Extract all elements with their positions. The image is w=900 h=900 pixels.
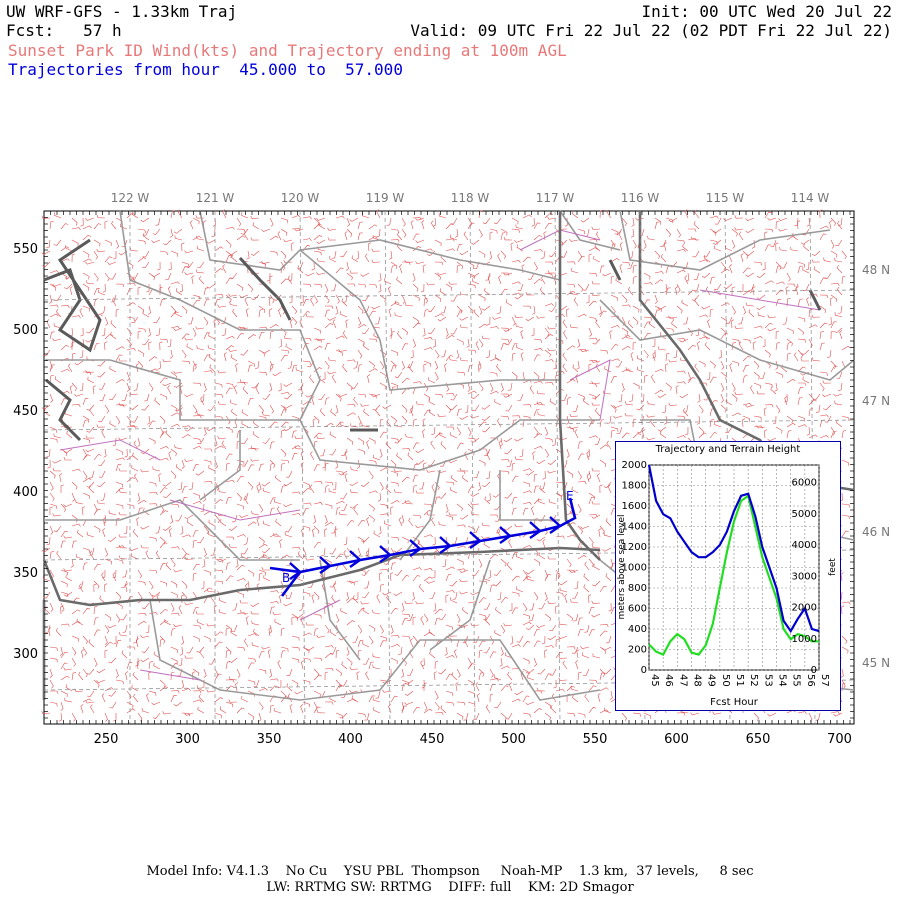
inset-x-tick-label: 51 bbox=[734, 674, 745, 687]
longitude-label: 120 W bbox=[281, 191, 320, 205]
inset-y-tick-label-left: 0 bbox=[641, 665, 647, 676]
trajectory-arrowhead bbox=[499, 526, 512, 544]
frame-ticks bbox=[43, 210, 854, 724]
longitude-label: 121 W bbox=[196, 191, 235, 205]
trajectory-arrowhead bbox=[469, 531, 482, 549]
trajectory-start-label: B bbox=[282, 571, 290, 585]
map-x-tick-label: 400 bbox=[338, 732, 363, 747]
map-x-tick-label: 250 bbox=[94, 732, 119, 747]
trajectory-end-label: E bbox=[566, 489, 574, 503]
inset-y-tick-label-left: 2000 bbox=[622, 460, 647, 471]
map-axis-labels: 250 300 350 400 450 500 550 600 650 7005505004504… bbox=[13, 191, 890, 747]
latitude-label: 45 N bbox=[862, 656, 890, 670]
map-x-tick-label: 700 bbox=[827, 732, 852, 747]
trajectory-arrowhead bbox=[529, 521, 542, 539]
map-y-tick-label: 500 bbox=[13, 323, 38, 338]
trajectory-arrowhead bbox=[549, 516, 562, 534]
inset-x-tick-label: 45 bbox=[649, 674, 660, 687]
trajectory-range: Trajectories from hour 45.000 to 57.000 bbox=[8, 60, 403, 79]
map-y-tick-label: 300 bbox=[13, 647, 38, 662]
inset-ylabel-left: meters above sea level bbox=[617, 514, 627, 619]
inset-x-tick-label: 53 bbox=[762, 674, 773, 687]
model-title: UW WRF-GFS - 1.33km Traj bbox=[6, 2, 238, 21]
inset-y-tick-label-right: 3000 bbox=[792, 571, 817, 582]
longitude-label: 115 W bbox=[706, 191, 745, 205]
minor-borders bbox=[59, 229, 821, 681]
terrain-inset-chart: Trajectory and Terrain Height 45 46 47 48 49… bbox=[615, 441, 841, 711]
inset-y-tick-label-left: 1000 bbox=[622, 563, 647, 574]
latitude-label: 48 N bbox=[862, 263, 890, 277]
longitude-label: 122 W bbox=[111, 191, 150, 205]
inset-y-tick-label-left: 200 bbox=[628, 645, 647, 656]
inset-x-ticks: 45 46 47 48 49 50 51 52 53 54 55 56 57 bbox=[649, 674, 830, 687]
map-x-tick-label: 350 bbox=[257, 732, 282, 747]
inset-x-tick-label: 48 bbox=[692, 674, 703, 687]
longitude-label: 118 W bbox=[451, 191, 490, 205]
latitude-label: 47 N bbox=[862, 394, 890, 408]
inset-y-tick-label-right: 4000 bbox=[792, 540, 817, 551]
map-x-tick-label: 450 bbox=[420, 732, 445, 747]
valid-time: Valid: 09 UTC Fri 22 Jul 22 (02 PDT Fri … bbox=[410, 21, 892, 40]
model-info-line1: Model Info: V4.1.3 No Cu YSU PBL Thompso… bbox=[146, 864, 754, 879]
inset-x-tick-label: 47 bbox=[677, 674, 688, 687]
inset-x-tick-label: 52 bbox=[748, 674, 759, 687]
map-x-tick-label: 650 bbox=[746, 732, 771, 747]
plot-subtitle: Sunset Park ID Wind(kts) and Trajectory … bbox=[8, 41, 567, 60]
coastline bbox=[43, 238, 822, 442]
trajectory-arrowhead bbox=[319, 556, 332, 574]
longitude-label: 114 W bbox=[791, 191, 830, 205]
inset-y-tick-label-right: 2000 bbox=[792, 603, 817, 614]
map-y-tick-label: 450 bbox=[13, 404, 38, 419]
inset-y-tick-label-left: 600 bbox=[628, 604, 647, 615]
trajectory-arrowhead bbox=[289, 562, 302, 580]
inset-y-tick-label-left: 1400 bbox=[622, 522, 647, 533]
inset-x-tick-label: 54 bbox=[777, 674, 788, 687]
inset-y-tick-label-right: 5000 bbox=[792, 509, 817, 520]
longitude-label: 116 W bbox=[621, 191, 660, 205]
init-time: Init: 00 UTC Wed 20 Jul 22 bbox=[641, 2, 892, 21]
inset-y-tick-label-right: 6000 bbox=[792, 478, 817, 489]
inset-y-tick-label-left: 1200 bbox=[622, 542, 647, 553]
longitude-label: 119 W bbox=[366, 191, 405, 205]
trajectory-arrowhead bbox=[439, 536, 452, 554]
trajectory-arrowhead bbox=[349, 550, 362, 568]
inset-y-tick-label-left: 800 bbox=[628, 583, 647, 594]
map-x-tick-label: 550 bbox=[583, 732, 608, 747]
forecast-hour: Fcst: 57 h bbox=[6, 21, 122, 40]
longitude-label: 117 W bbox=[536, 191, 575, 205]
inset-y-tick-label-right: 0 bbox=[811, 665, 817, 676]
inset-x-tick-label: 56 bbox=[805, 674, 816, 687]
inset-x-tick-label: 50 bbox=[720, 674, 731, 687]
inset-x-tick-label: 57 bbox=[819, 674, 830, 687]
inset-title: Trajectory and Terrain Height bbox=[655, 444, 801, 455]
map-y-tick-label: 350 bbox=[13, 566, 38, 581]
inset-y-tick-label-left: 1800 bbox=[622, 481, 647, 492]
inset-x-tick-label: 55 bbox=[791, 674, 802, 687]
inset-x-tick-label: 46 bbox=[663, 674, 674, 687]
map-x-tick-label: 500 bbox=[501, 732, 526, 747]
inset-ylabel-right: feet bbox=[828, 558, 838, 576]
terrain-height-line bbox=[648, 493, 819, 657]
inset-xlabel: Fcst Hour bbox=[710, 697, 759, 708]
trajectory-arrows bbox=[289, 516, 562, 580]
inset-y-ticks-left: 0 200 400 600 800 1000 1200 1400 1600 1800 2000 bbox=[622, 460, 647, 676]
map-y-tick-label: 400 bbox=[13, 485, 38, 500]
inset-y-ticks-right: 0 1000 2000 3000 4000 5000 6000 bbox=[792, 478, 817, 676]
map-x-tick-label: 300 bbox=[175, 732, 200, 747]
inset-y-tick-label-left: 400 bbox=[628, 624, 647, 635]
map-y-tick-label: 550 bbox=[13, 242, 38, 257]
trajectory-arrowhead bbox=[379, 545, 392, 563]
trajectory-arrowhead bbox=[409, 539, 422, 557]
inset-y-tick-label-left: 1600 bbox=[622, 501, 647, 512]
model-info-line2: LW: RRTMG SW: RRTMG DIFF: full KM: 2D Sm… bbox=[266, 880, 634, 895]
trajectory-height-line bbox=[647, 464, 820, 634]
inset-y-tick-label-right: 1000 bbox=[792, 634, 817, 645]
map-x-tick-label: 600 bbox=[664, 732, 689, 747]
latitude-label: 46 N bbox=[862, 525, 890, 539]
inset-x-tick-label: 49 bbox=[706, 674, 717, 687]
